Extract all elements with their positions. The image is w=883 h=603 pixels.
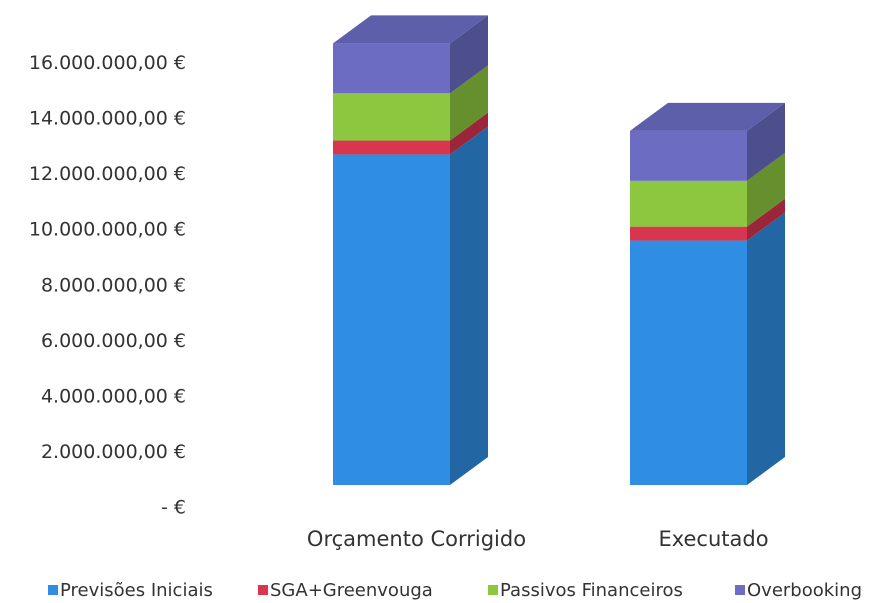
- legend-marker: [48, 585, 58, 595]
- bar: [630, 130, 747, 181]
- bar-side: [450, 126, 488, 485]
- y-tick-label: 2.000.000,00 €: [41, 441, 186, 463]
- y-tick-label: - €: [161, 497, 186, 519]
- bar: [630, 240, 747, 485]
- bar-side: [747, 152, 785, 227]
- bar-side: [747, 212, 785, 486]
- y-tick-label: 8.000.000,00 €: [41, 274, 186, 296]
- y-tick-label: 10.000.000,00 €: [29, 219, 186, 241]
- legend-label: Passivos Financeiros: [500, 580, 683, 601]
- bar-side: [450, 112, 488, 155]
- bar: [333, 154, 450, 485]
- legend-label: SGA+Greenvouga: [270, 580, 433, 601]
- bar: [333, 93, 450, 141]
- bar-top: [333, 15, 488, 44]
- bar-side: [450, 65, 488, 141]
- bar: [630, 226, 747, 241]
- legend-marker: [258, 585, 268, 595]
- y-tick-label: 4.000.000,00 €: [41, 385, 186, 407]
- bar: [333, 43, 450, 94]
- bar: [630, 180, 747, 227]
- bar: [333, 140, 450, 155]
- legend-label: Overbooking: [747, 580, 862, 601]
- legend-marker: [735, 585, 745, 595]
- legend-marker: [488, 585, 498, 595]
- y-tick-label: 16.000.000,00 €: [29, 52, 186, 74]
- bar-side: [747, 198, 785, 241]
- y-tick-label: 12.000.000,00 €: [29, 163, 186, 185]
- y-tick-label: 6.000.000,00 €: [41, 330, 186, 352]
- x-tick-label: Executado: [658, 527, 768, 551]
- bar-side: [747, 102, 785, 181]
- legend-label: Previsões Iniciais: [60, 580, 213, 601]
- y-tick-label: 14.000.000,00 €: [29, 108, 186, 130]
- bar-side: [450, 15, 488, 94]
- x-tick-label: Orçamento Corrigido: [307, 527, 526, 551]
- bar-top: [630, 102, 785, 131]
